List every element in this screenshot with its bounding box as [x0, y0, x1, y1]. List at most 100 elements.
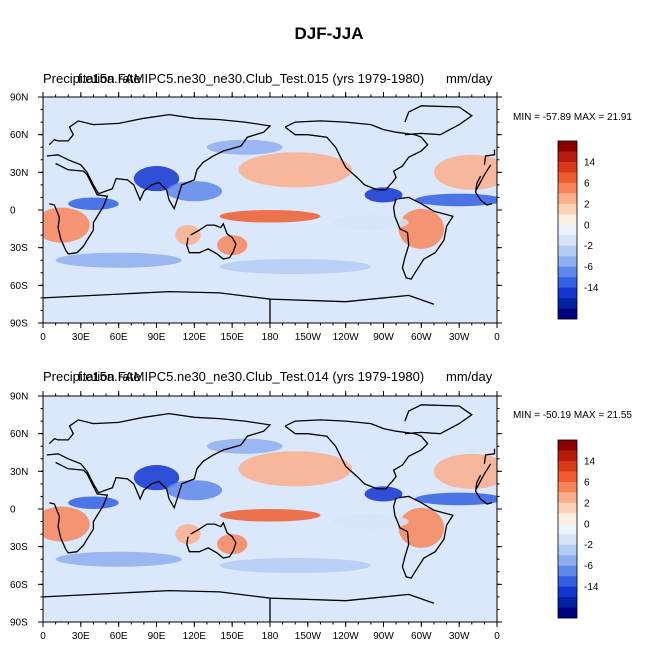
x-tick-label: 0	[494, 631, 500, 642]
x-tick-label: 60E	[110, 631, 128, 642]
x-tick-label: 30E	[72, 332, 90, 343]
coastline	[392, 196, 454, 280]
colorbar-swatch	[558, 203, 577, 215]
coastline	[49, 162, 493, 255]
colorbar-label: 0	[584, 519, 590, 530]
y-tick-label: 0	[10, 505, 16, 516]
colorbar-swatch	[558, 277, 577, 288]
panel-1-title-center: f.e15a.FAMIPC5.ne30_ne30.Club_Test.015 (…	[78, 71, 425, 86]
colorbar-swatch	[558, 576, 577, 587]
colorbar-label: 2	[584, 498, 590, 509]
x-tick-label: 120W	[333, 631, 360, 642]
field-blob	[55, 551, 182, 567]
y-tick-label: 30S	[10, 542, 28, 553]
x-tick-label: 30W	[449, 332, 470, 343]
field-blob	[219, 509, 321, 522]
field-blob	[219, 210, 321, 223]
x-tick-label: 90E	[148, 631, 166, 642]
colorbar-frame	[557, 140, 578, 320]
colorbar-swatch	[558, 450, 577, 462]
colorbar-swatch	[558, 492, 577, 504]
field-blob	[68, 197, 119, 211]
field-blob	[398, 507, 445, 548]
x-tick-label: 30E	[72, 631, 90, 642]
x-tick-label: 120W	[333, 332, 360, 343]
field-blob	[364, 486, 403, 502]
field-blob	[415, 193, 497, 207]
field-blob	[68, 496, 119, 509]
panel-1-max: MAX = 21.91	[573, 112, 632, 123]
colorbar-swatch	[558, 471, 577, 483]
colorbar-swatch	[558, 502, 577, 514]
colorbar-label: 14	[584, 157, 596, 168]
field-blob	[219, 258, 371, 275]
x-tick-label: 90W	[373, 332, 394, 343]
field-blob	[415, 492, 497, 506]
colorbar-swatch	[558, 151, 577, 163]
colorbar-swatch	[558, 256, 577, 267]
field-blob	[175, 524, 201, 545]
y-tick-label: 90S	[10, 618, 28, 629]
panel-1-title-left: Precipitation rate	[43, 71, 141, 86]
field-blob	[43, 207, 90, 243]
y-tick-label: 30S	[10, 243, 28, 254]
coastline	[46, 412, 496, 510]
map-panel-1: Precipitation rate f.e15a.FAMIPC5.ne30_n…	[10, 71, 632, 343]
colorbar-swatch	[558, 287, 577, 299]
coastline	[186, 521, 237, 559]
x-tick-label: 60E	[110, 332, 128, 343]
x-tick-label: 0	[494, 332, 500, 343]
field-blob	[55, 252, 182, 268]
colorbar-label: -6	[584, 262, 593, 273]
precip-field	[43, 396, 497, 622]
colorbar-label: -2	[584, 241, 593, 252]
colorbar-swatch	[558, 544, 577, 556]
field-blob	[175, 225, 201, 246]
colorbar-swatch	[558, 555, 577, 566]
field-blob	[219, 557, 371, 574]
y-tick-label: 60S	[10, 580, 28, 591]
colorbar-swatch	[558, 460, 577, 472]
y-tick-label: 30N	[10, 467, 28, 478]
colorbar-swatch	[558, 141, 577, 152]
colorbar-swatch	[558, 214, 577, 226]
coastline	[43, 290, 435, 323]
colorbar-label: 6	[584, 477, 590, 488]
x-tick-label: 150W	[295, 332, 322, 343]
precip-field	[43, 97, 497, 323]
colorbar-frame	[557, 439, 578, 619]
colorbar-swatch	[558, 193, 577, 205]
coastline	[49, 461, 493, 554]
panel-1-title-right: mm/day	[446, 71, 493, 86]
y-tick-label: 60N	[10, 130, 28, 141]
x-tick-label: 150E	[220, 332, 244, 343]
x-tick-label: 30W	[449, 631, 470, 642]
colorbar-swatch	[558, 565, 577, 577]
coastline	[392, 495, 454, 579]
colorbar-swatch	[558, 172, 577, 184]
colorbar-label: -14	[584, 283, 599, 294]
x-tick-label: 0	[40, 631, 46, 642]
x-tick-label: 90W	[373, 631, 394, 642]
x-tick-label: 60W	[411, 332, 432, 343]
colorbar-swatch	[558, 597, 577, 608]
colorbar-swatch	[558, 440, 577, 451]
x-tick-label: 180	[262, 631, 279, 642]
field-blob	[238, 451, 352, 487]
colorbar-label: -6	[584, 561, 593, 572]
colorbar-swatch	[558, 481, 577, 493]
coastline	[186, 222, 237, 260]
colorbar-swatch	[558, 308, 577, 320]
field-blob	[333, 514, 409, 530]
x-tick-label: 150W	[295, 631, 322, 642]
y-tick-label: 60S	[10, 281, 28, 292]
colorbar-label: -14	[584, 582, 599, 593]
coastline	[404, 105, 473, 136]
colorbar-swatch	[558, 523, 577, 535]
panel-2-max: MAX = 21.55	[573, 410, 632, 421]
colorbar-swatch	[558, 266, 577, 278]
figure-title: DJF-JJA	[294, 24, 364, 43]
field-blob	[364, 187, 403, 203]
field-blob	[217, 235, 248, 256]
colorbar-swatch	[558, 298, 577, 309]
